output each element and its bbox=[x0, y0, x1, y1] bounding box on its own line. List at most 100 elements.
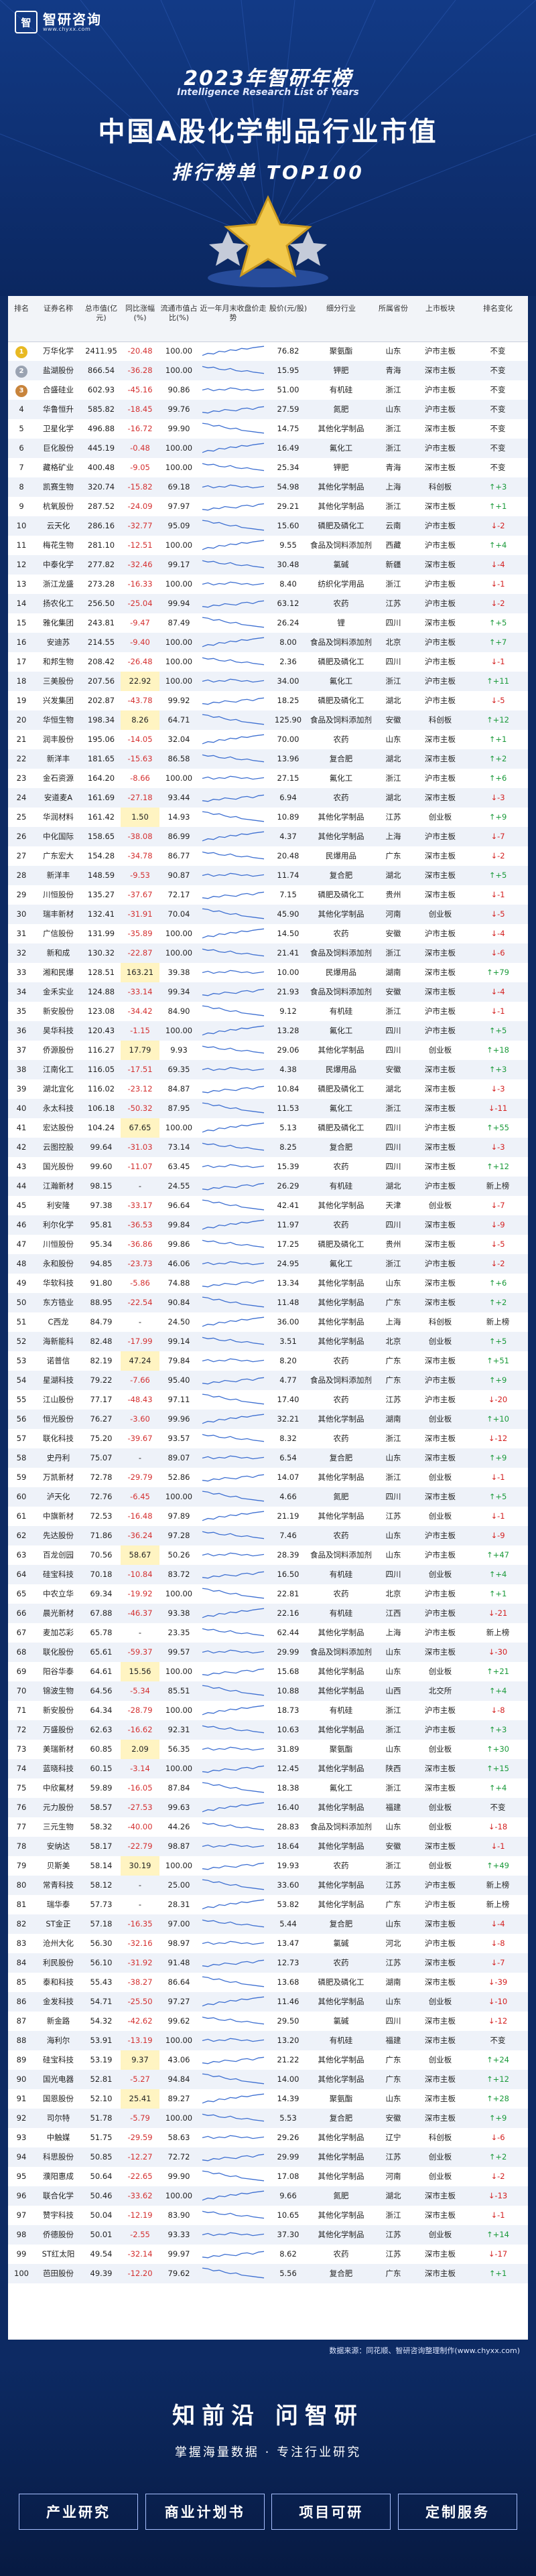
market-cap-cell: 161.69 bbox=[87, 793, 115, 802]
stock-price-cell: 10.88 bbox=[277, 1686, 299, 1695]
stock-price-cell: 16.50 bbox=[277, 1570, 299, 1579]
stock-price-cell: 13.47 bbox=[277, 1939, 299, 1948]
footer-button-custom-service[interactable]: 定制服务 bbox=[397, 2494, 517, 2530]
table-row: 91 国恩股份 52.10 25.41 89.27 14.39 聚氨酯 山东 深市主板 ↑+28 bbox=[8, 2089, 528, 2109]
rank-change-cell: 不变 bbox=[490, 1803, 506, 1812]
rank-cell: 27 bbox=[16, 851, 27, 860]
province-cell: 山东 bbox=[385, 1667, 401, 1676]
stock-price-cell: 18.73 bbox=[277, 1706, 299, 1715]
float-ratio-cell: 99.17 bbox=[168, 560, 190, 569]
float-ratio-cell: 84.87 bbox=[168, 1084, 190, 1093]
board-cell: 沪市主板 bbox=[425, 773, 456, 783]
rank-change-cell: ↑+5 bbox=[488, 618, 507, 627]
board-cell: 深市主板 bbox=[425, 1977, 456, 1987]
board-cell: 深市主板 bbox=[425, 618, 456, 627]
stock-name-cell: 合盛硅业 bbox=[43, 385, 74, 394]
stock-name-cell: 云图控股 bbox=[43, 1142, 74, 1152]
stock-name-cell: 广东宏大 bbox=[43, 851, 74, 860]
footer-button-industry-research[interactable]: 产业研究 bbox=[19, 2494, 138, 2530]
board-cell: 创业板 bbox=[428, 2055, 452, 2064]
sub-industry-cell: 磷肥及磷化工 bbox=[318, 696, 364, 705]
rank-change-cell: ↓-1 bbox=[490, 1841, 505, 1851]
rank-cell: 13 bbox=[16, 579, 27, 589]
table-row: 2 盐湖股份 866.54 -36.28 100.00 15.95 钾肥 青海 深市主板 不变 bbox=[8, 361, 528, 380]
yoy-change-cell: -27.53 bbox=[127, 1803, 153, 1812]
table-row: 30 瑞丰新材 132.41 -31.91 70.04 45.90 其他化学制品 河南 创业板 ↓… bbox=[8, 905, 528, 924]
float-ratio-cell: 9.93 bbox=[170, 1045, 188, 1055]
year-title: 2023年智研年榜 bbox=[184, 67, 352, 90]
price-trend-cell bbox=[198, 1079, 268, 1099]
yoy-change-cell: -29.79 bbox=[127, 1472, 153, 1482]
price-trend-cell bbox=[198, 1468, 268, 1487]
price-trend-cell bbox=[198, 710, 268, 730]
stock-name-cell: 联化科技 bbox=[43, 1434, 74, 1443]
sub-industry-cell: 食品及饲料添加剂 bbox=[310, 637, 372, 647]
rank-cell: 15 bbox=[16, 618, 27, 627]
table-row: 6 巨化股份 445.19 -0.48 100.00 16.49 氟化工 浙江 沪市主板 不变 bbox=[8, 439, 528, 458]
float-ratio-cell: 98.97 bbox=[168, 1939, 190, 1948]
stock-price-cell: 36.00 bbox=[277, 1317, 299, 1327]
market-cap-cell: 60.85 bbox=[90, 1744, 113, 1754]
yoy-change-cell: -31.91 bbox=[127, 909, 153, 919]
float-ratio-cell: 46.06 bbox=[168, 1259, 190, 1268]
rank-change-cell: ↑+28 bbox=[486, 2094, 509, 2103]
rank-cell: 2 bbox=[8, 361, 35, 380]
price-trend-cell bbox=[198, 866, 268, 885]
float-ratio-cell: 100.00 bbox=[165, 1764, 193, 1773]
yoy-change-cell: 30.19 bbox=[121, 1856, 159, 1876]
float-ratio-cell: 63.45 bbox=[168, 1162, 190, 1171]
rank-cell: 99 bbox=[16, 2249, 27, 2259]
table-row: 25 华润材料 161.42 1.50 14.93 10.89 其他化学制品 江苏 创业板 ↑+9 bbox=[8, 808, 528, 827]
column-header: 排名变化 bbox=[483, 304, 513, 313]
market-cap-cell: 128.51 bbox=[87, 968, 115, 977]
market-cap-cell: 99.60 bbox=[90, 1162, 113, 1171]
column-header: 近一年月末收盘价走势 bbox=[200, 304, 267, 322]
province-cell: 河北 bbox=[385, 1939, 401, 1948]
rank-change-cell: ↑+15 bbox=[486, 1764, 509, 1773]
price-trend-cell bbox=[198, 2128, 268, 2147]
footer-button-feasibility[interactable]: 项目可研 bbox=[271, 2494, 391, 2530]
table-row: 24 安道麦A 161.69 -27.18 93.44 6.94 农药 湖北 深市主板 ↓-3 bbox=[8, 788, 528, 808]
sub-industry-cell: 复合肥 bbox=[329, 1919, 353, 1928]
table-row: 68 联化股份 65.61 -59.37 99.57 29.99 食品及饲料添加剂 山东 深市主… bbox=[8, 1643, 528, 1662]
sub-industry-cell: 复合肥 bbox=[329, 2113, 353, 2123]
footer-button-business-plan[interactable]: 商业计划书 bbox=[145, 2494, 265, 2530]
sparkline-icon bbox=[202, 366, 265, 374]
province-cell: 上海 bbox=[385, 482, 401, 491]
sub-industry-cell: 其他化学制品 bbox=[318, 1900, 364, 1909]
float-ratio-cell: 52.86 bbox=[168, 1472, 190, 1482]
province-cell: 湖北 bbox=[385, 870, 401, 880]
stock-price-cell: 15.60 bbox=[277, 521, 299, 530]
stock-name-cell: 瑞丰新材 bbox=[43, 909, 74, 919]
trophy-icon bbox=[208, 195, 328, 287]
float-ratio-cell: 39.38 bbox=[168, 968, 190, 977]
board-cell: 沪市主板 bbox=[425, 1725, 456, 1734]
sub-industry-cell: 农药 bbox=[333, 1162, 349, 1171]
price-trend-cell bbox=[198, 885, 268, 905]
footer-buttons: 产业研究 商业计划书 项目可研 定制服务 bbox=[19, 2494, 517, 2530]
board-cell: 深市主板 bbox=[425, 1647, 456, 1657]
rank-change-cell: ↑+1 bbox=[488, 502, 507, 511]
rank-change-cell: ↓-2 bbox=[490, 1259, 505, 1268]
province-cell: 浙江 bbox=[385, 676, 401, 686]
sparkline-icon bbox=[202, 1843, 265, 1848]
sparkline-icon bbox=[202, 1782, 265, 1793]
rank-change-cell: 不变 bbox=[490, 404, 506, 414]
province-cell: 安徽 bbox=[385, 715, 401, 725]
market-cap-cell: 69.34 bbox=[90, 1589, 113, 1598]
market-cap-cell: 57.73 bbox=[90, 1900, 113, 1909]
stock-name-cell: 芭田股份 bbox=[43, 2269, 74, 2278]
stock-price-cell: 31.89 bbox=[277, 1744, 299, 1754]
sparkline-icon bbox=[202, 1511, 265, 1521]
table-row: 23 金石资源 164.20 -8.66 100.00 27.15 氟化工 浙江 沪市主板 ↑+6 bbox=[8, 769, 528, 788]
sub-industry-cell: 聚氨酯 bbox=[329, 346, 353, 356]
market-cap-cell: 98.15 bbox=[90, 1181, 113, 1191]
table-row: 1 万华化学 2411.95 -20.48 100.00 76.82 聚氨酯 山东 沪市主板 不变 bbox=[8, 342, 528, 361]
table-header: 排名 证券名称 总市值(亿元) 同比涨幅(%) 流通市值占比(%) 近一年月末收盘价走势股… bbox=[8, 296, 528, 342]
rank-change-cell: ↓-13 bbox=[488, 2191, 508, 2200]
rank-cell: 1 bbox=[8, 342, 35, 361]
stock-name-cell: 侨德股份 bbox=[43, 2230, 74, 2239]
price-trend-cell bbox=[198, 1759, 268, 1778]
stock-price-cell: 14.75 bbox=[277, 424, 299, 433]
board-cell: 创业板 bbox=[428, 1861, 452, 1870]
